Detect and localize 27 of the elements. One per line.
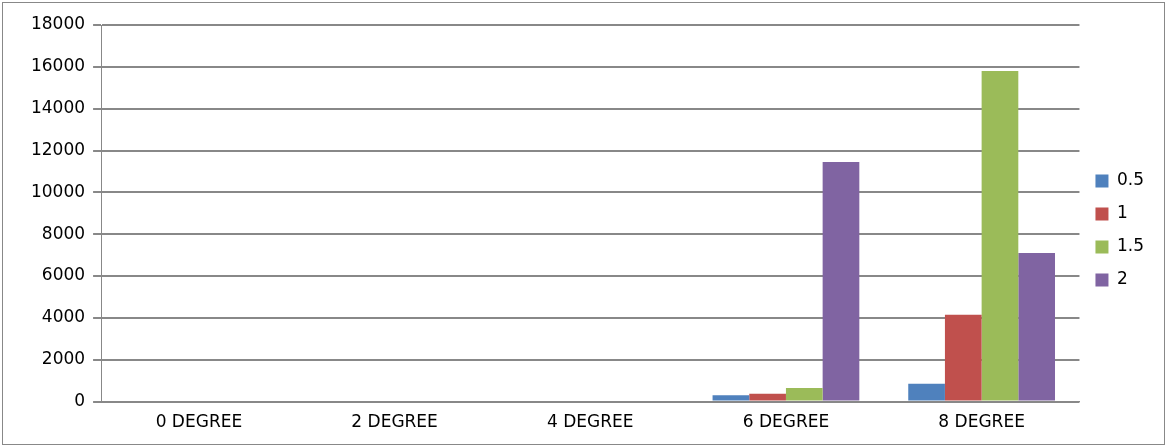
bar [822,162,860,401]
y-tick-label: 10000 [30,180,86,201]
y-tick-label: 8000 [41,222,86,243]
legend-label: 2 [1116,268,1128,289]
legend-label: 0.5 [1116,169,1145,190]
x-tick-label: 6 DEGREE [742,411,830,432]
bar [944,314,982,401]
x-tick-label: 2 DEGREE [351,411,438,432]
y-tick-label: 6000 [41,264,86,285]
y-tick-label: 2000 [41,348,86,369]
x-tick-label: 0 DEGREE [155,411,243,432]
x-tick-label: 8 DEGREE [938,411,1025,432]
legend-label: 1.5 [1116,235,1145,256]
y-tick-label: 14000 [30,97,86,118]
legend-label: 1 [1116,202,1128,223]
bar [749,393,786,401]
y-tick-label: 12000 [30,138,86,159]
bar [1018,253,1056,401]
y-tick-label: 4000 [41,306,86,327]
y-tick-label: 0 [74,390,86,411]
bar [981,71,1019,401]
bar [908,383,945,401]
x-tick-label: 4 DEGREE [547,411,634,432]
bar [785,388,823,401]
y-tick-label: 18000 [30,13,86,34]
bar [712,395,750,401]
y-tick-label: 16000 [30,55,86,76]
